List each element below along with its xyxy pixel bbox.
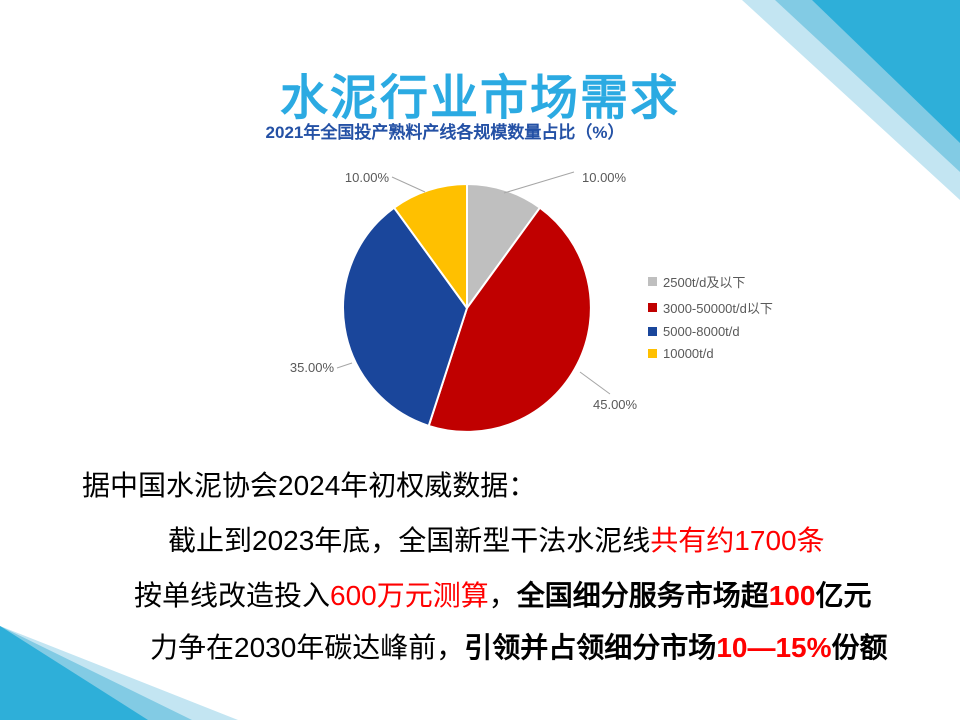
pie-slice-1: [427, 206, 592, 433]
text-segment: 600万元测算: [330, 580, 489, 611]
body-intro: 据中国水泥协会2024年初权威数据：: [82, 470, 537, 501]
percent-label-3: 10.00%: [345, 170, 390, 185]
text-segment: 份额: [831, 632, 888, 663]
text-segment: 100: [768, 580, 816, 611]
legend-swatch-icon: [648, 277, 657, 286]
slide-title: 水泥行业市场需求: [279, 72, 680, 125]
percent-label-0: 10.00%: [582, 170, 627, 185]
pie-slice-2: [342, 206, 468, 427]
legend-item-0: 2500t/d及以下: [648, 272, 773, 291]
percent-label-1: 45.00%: [593, 397, 638, 412]
text-segment: 截止到2023年底，全国新型干法水泥线: [168, 525, 651, 556]
body-line-3: 力争在2030年碳达峰前，引领并占领细分市场10—15%份额: [150, 626, 888, 666]
legend-swatch-icon: [648, 303, 657, 312]
text-segment: 10—15%: [716, 632, 832, 663]
text-segment: 全国细分服务市场超: [516, 580, 769, 611]
legend-swatch-icon: [648, 349, 657, 358]
chart-legend: 2500t/d及以下 3000-50000t/d以下 5000-8000t/d 100…: [648, 272, 773, 361]
legend-label: 5000-8000t/d: [663, 324, 740, 339]
body-line-1: 截止到2023年底，全国新型干法水泥线共有约1700条: [168, 519, 825, 559]
legend-label: 10000t/d: [663, 346, 714, 361]
text-segment: 共有约1700条: [650, 525, 825, 556]
legend-item-3: 10000t/d: [648, 346, 773, 361]
leader-line-3: [391, 176, 426, 193]
corner-triangle-top-right-bright: [812, 0, 960, 143]
body-line-2: 按单线改造投入600万元测算，全国细分服务市场超100亿元: [134, 574, 872, 614]
leader-line-0: [503, 171, 575, 194]
leader-line-1: [579, 371, 611, 395]
legend-item-2: 5000-8000t/d: [648, 324, 773, 339]
pie-slice-3: [393, 183, 468, 309]
legend-swatch-icon: [648, 327, 657, 336]
text-segment: 按单线改造投入: [134, 580, 331, 611]
text-segment: 力争在2030年碳达峰前，: [150, 632, 465, 663]
legend-item-1: 3000-50000t/d以下: [648, 298, 773, 317]
text-segment: 亿元: [815, 580, 872, 611]
percent-label-2: 35.00%: [290, 360, 335, 375]
legend-label: 2500t/d及以下: [663, 275, 746, 290]
corner-triangle-bottom-left-bright: [0, 626, 148, 720]
chart-title: 2021年全国投产熟料产线各规模数量占比（%）: [265, 123, 625, 142]
pie-slice-0: [466, 183, 541, 309]
legend-label: 3000-50000t/d以下: [663, 301, 773, 316]
leader-line-2: [336, 362, 353, 369]
text-segment: 引领并占领细分市场: [464, 632, 717, 663]
text-segment: ，: [488, 580, 517, 611]
